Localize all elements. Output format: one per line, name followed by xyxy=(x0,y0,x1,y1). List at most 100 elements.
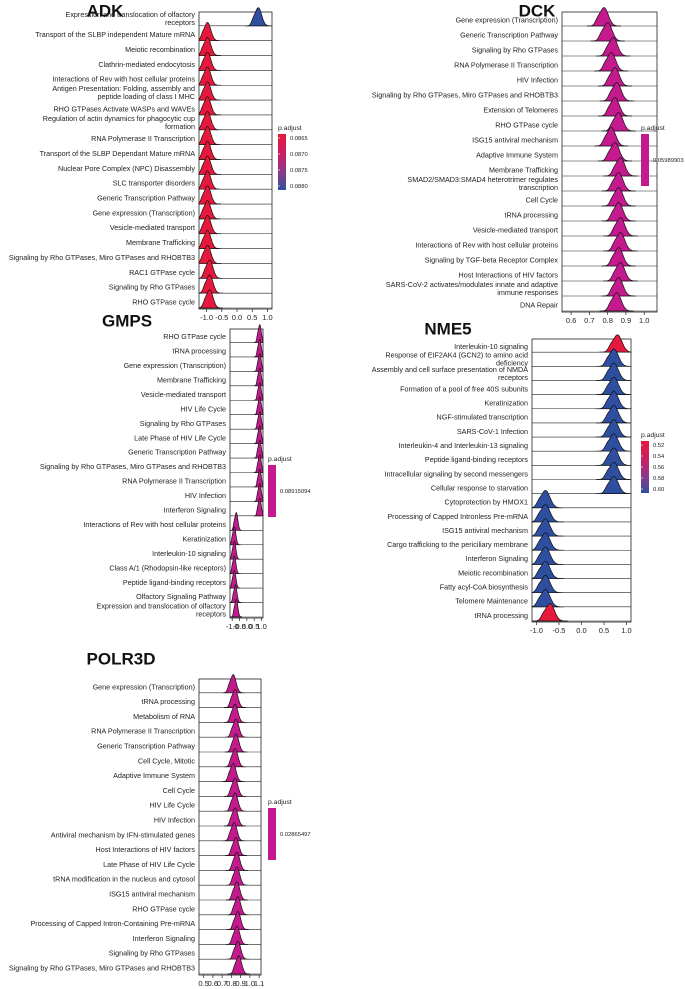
ridge-label: Gene expression (Transcription) xyxy=(124,361,226,370)
ridge-label: RNA Polymerase II Transcription xyxy=(122,477,226,486)
ridge-density xyxy=(532,603,568,622)
ridge-label: RNA Polymerase II Transcription xyxy=(91,727,195,736)
ridge-label: RNA Polymerase II Transcription xyxy=(454,60,558,69)
ridge-label: Expression and translocation of olfactor… xyxy=(66,10,196,27)
ridge-label-line: Response of EIF2AK4 (GCN2) to amino acid xyxy=(385,351,528,360)
ridge-density xyxy=(198,230,221,249)
ridge-density xyxy=(531,518,564,537)
ridge-label-line: Expression and translocation of olfactor… xyxy=(97,601,227,610)
ridge-label: RHO GTPases Activate WASPs and WAVEs xyxy=(53,104,195,113)
ridge-label: Host Interactions of HIV factors xyxy=(459,270,559,279)
ridge-density xyxy=(230,511,243,531)
ridge-label-line: Assembly and cell surface presentation o… xyxy=(372,365,528,374)
ridge-label: Interleukin-4 and Interleukin-13 signali… xyxy=(399,441,528,450)
x-tick-label: 0.0 xyxy=(232,313,242,322)
ridge-label-line: deficiency xyxy=(496,359,528,368)
ridge-label: Interleukin-10 signaling xyxy=(152,549,226,558)
ridge-density xyxy=(224,718,248,738)
ridge-label: Transport of the SLBP independent Mature… xyxy=(35,30,195,39)
x-tick-label: 0.0 xyxy=(576,626,586,635)
ridge-label: Vesicle-mediated transport xyxy=(473,225,558,234)
ridge-label-line: transcription xyxy=(519,183,558,192)
ridge-label: Processing of Capped Intronless Pre-mRNA xyxy=(387,512,528,521)
ridge-label: Membrane Trafficking xyxy=(126,238,195,247)
ridge-label: Signaling by Rho GTPases xyxy=(472,45,559,54)
ridge-label-line: formation xyxy=(165,122,195,131)
ridge-density xyxy=(595,419,632,438)
ridge-label: Regulation of actin dynamics for phagocy… xyxy=(43,114,195,131)
ridge-density xyxy=(229,555,241,574)
ridge-density xyxy=(253,454,264,473)
ridge-density xyxy=(596,461,631,480)
ridge-label: Generic Transcription Pathway xyxy=(97,742,195,751)
ridge-density xyxy=(198,259,223,279)
ridge-label: RHO GTPase cycle xyxy=(132,297,195,306)
ridge-density xyxy=(594,52,629,72)
x-tick-label: 0.8 xyxy=(602,316,612,325)
plot-frame xyxy=(198,678,262,976)
panel-title: DCK xyxy=(519,1,557,20)
ridge-density xyxy=(198,36,222,56)
ridge-label: tRNA processing xyxy=(172,347,226,356)
ridge-density xyxy=(198,215,222,235)
ridge-label: Transport of the SLBP Dependant Mature m… xyxy=(40,149,196,158)
ridge-density xyxy=(253,497,264,517)
ridge-density xyxy=(225,881,249,901)
ridge-label: HIV Life Cycle xyxy=(180,404,226,413)
ridge-label: Keratinization xyxy=(182,534,226,543)
ridge-label: ISG15 antiviral mechanism xyxy=(109,890,195,899)
ridge-density xyxy=(603,217,638,237)
ridge-density xyxy=(601,112,636,132)
ridge-label: Cell Cycle xyxy=(163,786,195,795)
ridge-label: HIV Life Cycle xyxy=(149,801,195,810)
plot-frame xyxy=(229,328,264,619)
ridge-label: Host Interactions of HIV factors xyxy=(96,845,196,854)
ridge-label: Adaptive Immune System xyxy=(476,150,558,159)
ridge-density xyxy=(597,97,633,117)
ridge-density xyxy=(198,66,222,86)
x-tick-label: -1.0 xyxy=(530,626,543,635)
ridge-label: RHO GTPase cycle xyxy=(132,904,195,913)
x-tick-label: -0.5 xyxy=(233,622,246,631)
ridge-label: Metabolism of RNA xyxy=(133,712,195,721)
x-tick-label: 1.0 xyxy=(262,313,272,322)
ridge-label: RHO GTPase cycle xyxy=(495,120,558,129)
ridge-label: Class A/1 (Rhodopsin-like receptors) xyxy=(109,563,226,572)
ridge-density xyxy=(253,439,264,459)
ridge-density xyxy=(531,546,564,565)
ridge-label: Response of EIF2AK4 (GCN2) to amino acid… xyxy=(385,351,528,368)
ridge-label: Signaling by Rho GTPases, Miro GTPases a… xyxy=(40,462,226,471)
ridge-label: Membrane Trafficking xyxy=(157,375,226,384)
ridge-density xyxy=(229,569,241,589)
ridge-density xyxy=(198,140,221,160)
panel-title: NME5 xyxy=(424,319,471,338)
legend-label: 0.60 xyxy=(653,487,664,493)
ridge-label-line: receptors xyxy=(165,18,195,27)
ridge-density xyxy=(198,81,221,101)
ridge-density xyxy=(531,532,564,551)
ridge-density xyxy=(601,187,636,207)
ridge-density xyxy=(599,292,634,312)
x-tick-label: 0.5 xyxy=(249,622,259,631)
ridge-density xyxy=(253,468,264,488)
legend-title: p.adjust xyxy=(268,456,292,463)
ridge-density xyxy=(596,376,631,395)
ridge-label: Interactions of Rev with host cellular p… xyxy=(415,240,558,249)
ridge-label: Signaling by Rho GTPases, Miro GTPases a… xyxy=(372,90,558,99)
ridge-label: Signaling by Rho GTPases xyxy=(140,419,227,428)
ridge-label-line: Regulation of actin dynamics for phagocy… xyxy=(43,114,195,123)
ridge-density xyxy=(596,37,631,57)
ridge-label: Antiviral mechanism by IFN-stimulated ge… xyxy=(51,830,196,839)
ridge-density xyxy=(531,560,564,579)
ridge-label: Late Phase of HIV Life Cycle xyxy=(134,433,226,442)
ridge-density xyxy=(595,362,632,381)
legend-label: 0.56 xyxy=(653,465,664,471)
ridge-label: Nuclear Pore Complex (NPC) Disassembly xyxy=(58,164,195,173)
ridge-label: Generic Transcription Pathway xyxy=(97,194,195,203)
ridge-label: Signaling by Rho GTPases, Miro GTPases a… xyxy=(9,964,195,973)
ridge-density xyxy=(198,155,222,175)
x-tick-label: 0.7 xyxy=(217,979,227,988)
ridge-label: Cytoprotection by HMOX1 xyxy=(445,498,529,507)
